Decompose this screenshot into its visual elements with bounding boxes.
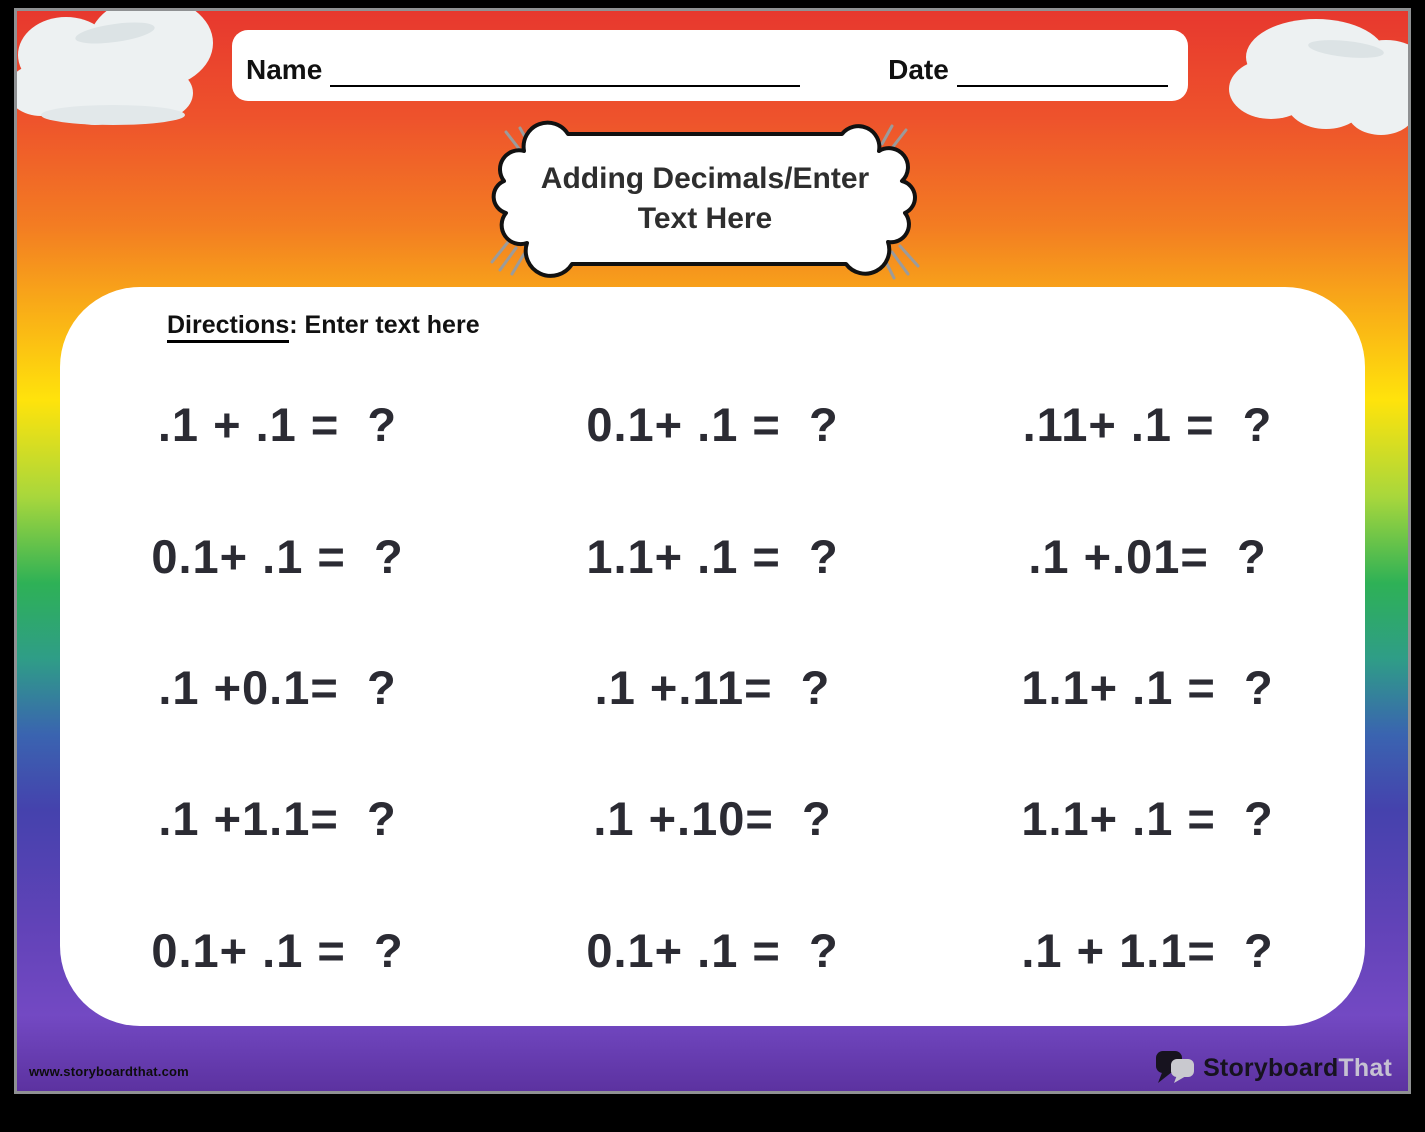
date-input-line[interactable] — [956, 85, 1168, 87]
problems-row: .1 +1.1= ? .1 +.10= ? 1.1+ .1 = ? — [60, 753, 1365, 884]
problem[interactable]: .1 + .1 = ? — [157, 398, 398, 452]
problem[interactable]: .1 +.10= ? — [593, 792, 832, 846]
cloud-icon — [17, 11, 213, 125]
worksheet-title[interactable]: Adding Decimals/Enter Text Here — [490, 124, 920, 274]
title-bubble[interactable]: Adding Decimals/Enter Text Here — [475, 112, 935, 286]
problem[interactable]: .1 +1.1= ? — [158, 792, 397, 846]
title-line2: Text Here — [637, 202, 773, 235]
worksheet-page: Name Date Adding Decimals/Enter Text Her… — [14, 8, 1411, 1094]
problem[interactable]: 1.1+ .1 = ? — [1021, 792, 1274, 846]
problem[interactable]: .1 + 1.1= ? — [1021, 923, 1274, 977]
problem[interactable]: .1 +0.1= ? — [158, 661, 397, 715]
name-label: Name — [246, 54, 323, 85]
problems-row: 0.1+ .1 = ? 0.1+ .1 = ? .1 + 1.1= ? — [60, 885, 1365, 1016]
date-label: Date — [888, 54, 949, 85]
problems-row: .1 +0.1= ? .1 +.11= ? 1.1+ .1 = ? — [60, 622, 1365, 753]
problem[interactable]: .1 +.01= ? — [1028, 529, 1267, 583]
website-url: www.storyboardthat.com — [29, 1064, 189, 1079]
cloud-callout-icon — [490, 120, 920, 280]
storyboardthat-logo: StoryboardThat — [1155, 1047, 1392, 1089]
speech-bubbles-icon — [1156, 1051, 1195, 1083]
problem[interactable]: 1.1+ .1 = ? — [586, 529, 839, 583]
problems-row: 0.1+ .1 = ? 1.1+ .1 = ? .1 +.01= ? — [60, 490, 1365, 621]
problem[interactable]: 0.1+ .1 = ? — [151, 529, 404, 583]
logo-text-primary: Storyboard — [1203, 1053, 1339, 1082]
title-line1: Adding Decimals/Enter — [540, 162, 870, 196]
problem[interactable]: .1 +.11= ? — [594, 661, 831, 715]
logo-text-secondary: That — [1338, 1053, 1392, 1082]
cloud-icon — [1229, 19, 1408, 135]
logo-text: StoryboardThat — [1203, 1053, 1392, 1082]
name-input-line[interactable] — [330, 85, 800, 87]
problems-card: Directions: Enter text here .1 + .1 = ? … — [60, 287, 1365, 1026]
problems-row: .1 + .1 = ? 0.1+ .1 = ? .11+ .1 = ? — [60, 359, 1365, 490]
directions-label: Directions — [167, 311, 290, 343]
problem[interactable]: .11+ .1 = ? — [1022, 398, 1273, 452]
directions[interactable]: Directions: Enter text here — [167, 311, 480, 343]
directions-text: : Enter text here — [289, 311, 480, 339]
name-date-box: Name Date — [232, 30, 1188, 101]
problem[interactable]: 0.1+ .1 = ? — [151, 923, 404, 977]
problems-grid: .1 + .1 = ? 0.1+ .1 = ? .11+ .1 = ? 0.1+… — [60, 359, 1365, 1016]
problem[interactable]: 0.1+ .1 = ? — [586, 923, 839, 977]
problem[interactable]: 1.1+ .1 = ? — [1021, 661, 1274, 715]
problem[interactable]: 0.1+ .1 = ? — [586, 398, 839, 452]
